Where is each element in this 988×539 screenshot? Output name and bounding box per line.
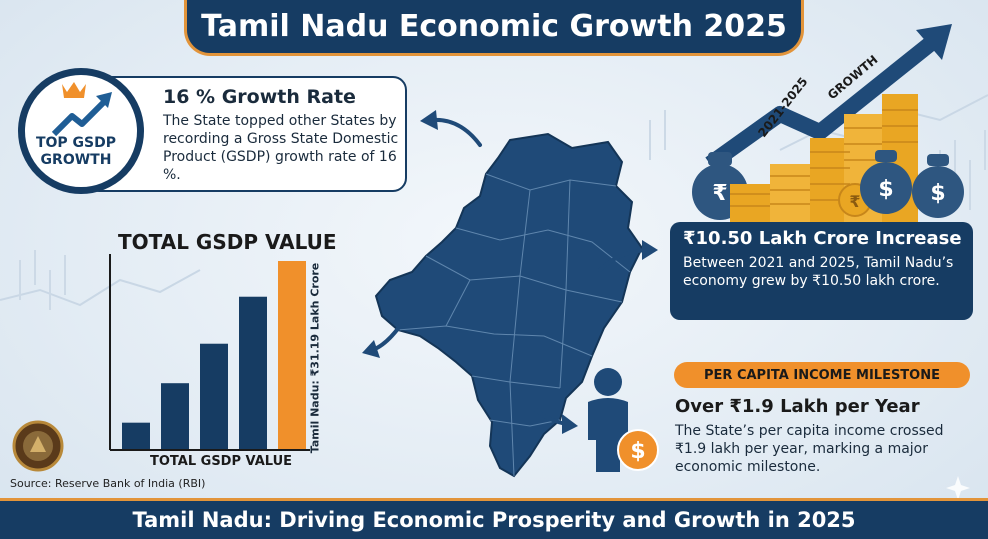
gsdp-bar-2 [161,383,189,449]
footer-text: Tamil Nadu: Driving Economic Prosperity … [132,508,856,532]
gsdp-chart-title: TOTAL GSDP VALUE [118,230,337,254]
gsdp-bar-1 [122,422,150,449]
gsdp-bar-3 [200,343,228,449]
sparkle-icon [946,476,970,500]
svg-text:₹: ₹ [849,192,860,211]
increase-title: ₹10.50 Lakh Crore Increase [683,228,962,249]
gsdp-bar-4 [239,296,267,449]
money-bag-dollar-icon: $ [860,150,912,214]
growth-rate-text: The State topped other States by recordi… [163,113,399,183]
svg-text:₹: ₹ [712,181,727,206]
svg-text:$: $ [630,439,645,464]
growth-coins-graphic: ₹ ₹ $ $ [692,24,964,224]
per-capita-pill-label: PER CAPITA INCOME MILESTONE [704,367,940,383]
increase-card [670,222,973,320]
arrow-head-right [642,240,658,260]
money-bag-dollar-right-icon: $ [912,154,964,218]
gsdp-y-axis-label: Tamil Nadu: ₹31.19 Lakh Crore [308,262,322,454]
svg-text:$: $ [930,181,945,206]
svg-text:$: $ [878,177,893,202]
source-note: Source: Reserve Bank of India (RBI) [10,477,206,490]
person-coin-icon: $ [588,368,659,472]
growth-arrow-head [916,24,952,60]
rbi-logo-icon [12,420,64,472]
top-gsdp-badge [18,68,144,194]
tamil-nadu-map [374,132,644,478]
page-title: Tamil Nadu Economic Growth 2025 [201,9,787,44]
arrow-head-left-down [362,340,380,358]
growth-rate-title: 16 % Growth Rate [163,86,356,108]
badge-label-line2: GROWTH [40,152,112,168]
per-capita-text: The State’s per capita income crossed ₹1… [675,423,944,475]
increase-text: Between 2021 and 2025, Tamil Nadu’s econ… [683,255,954,289]
footer-banner: Tamil Nadu: Driving Economic Prosperity … [0,498,988,539]
badge-label-line1: TOP GSDP [35,135,117,151]
gsdp-bar-5 [278,261,306,449]
gsdp-x-axis-label: TOTAL GSDP VALUE [150,454,293,469]
arrow-head-right-down [562,414,578,434]
title-banner: Tamil Nadu Economic Growth 2025 [184,0,804,56]
per-capita-pill: PER CAPITA INCOME MILESTONE [674,362,970,388]
per-capita-title: Over ₹1.9 Lakh per Year [675,396,920,417]
gsdp-bar-chart [109,254,310,451]
crown-trend-icon [51,82,112,137]
arrow-head-left-up [420,110,438,130]
badge-label: TOP GSDP GROWTH [18,135,134,169]
